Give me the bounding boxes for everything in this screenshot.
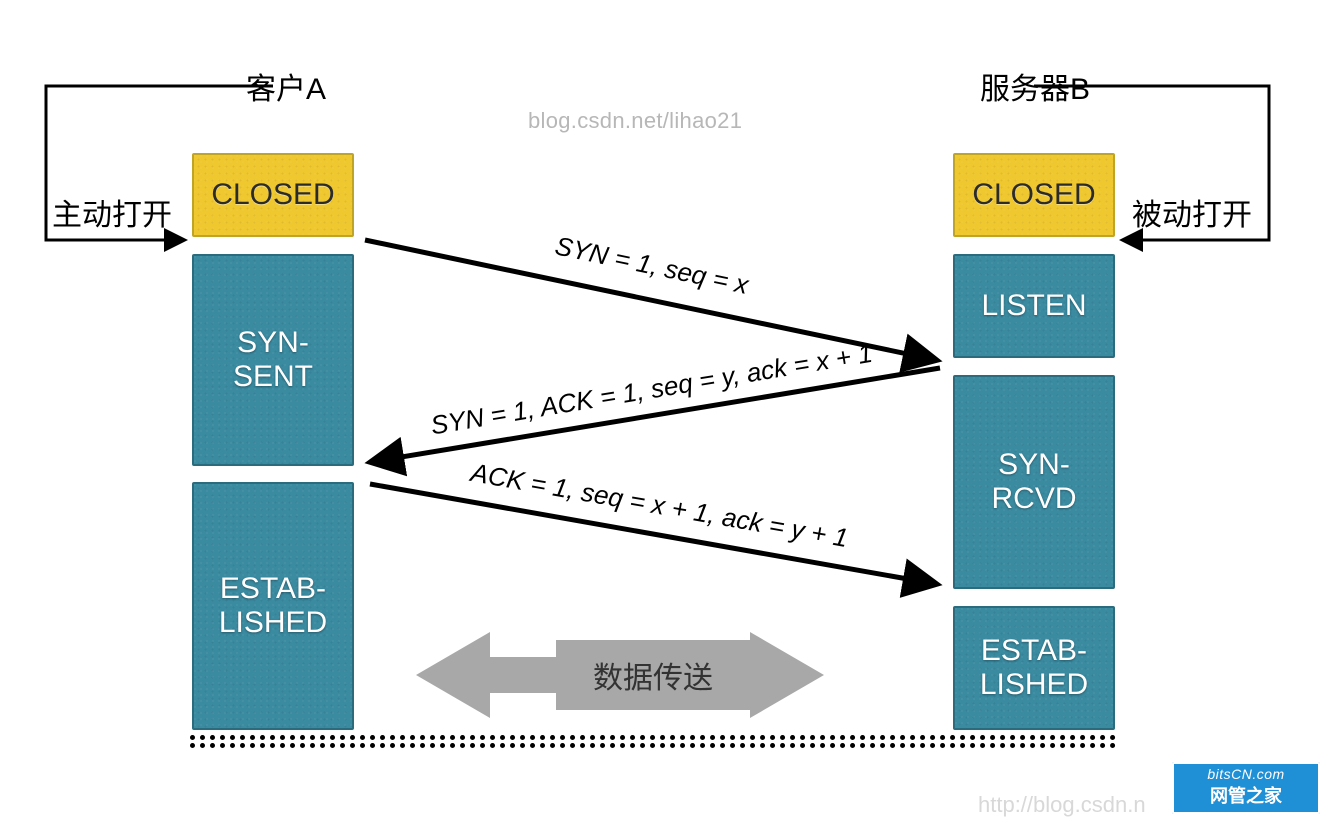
arrow-syn: SYN = 1, seq = x	[365, 230, 936, 360]
state-label: SYN- RCVD	[991, 448, 1076, 517]
data-transfer-label: 数据传送	[593, 662, 713, 695]
active-open-label: 主动打开	[52, 190, 172, 234]
client-header: 客户A	[246, 64, 326, 108]
watermark-bottom: http://blog.csdn.n	[978, 792, 1146, 818]
state-client-syn-sent: SYN- SENT	[192, 254, 354, 466]
arrow-ack: ACK = 1, seq = x + 1, ack = y + 1	[370, 457, 936, 584]
brand-cn: 网管之家	[1182, 782, 1310, 808]
brand-top: bitsCN.com	[1182, 766, 1310, 782]
data-transfer-arrow: 数据传送	[416, 632, 824, 718]
diagram-stage: 客户A 服务器B blog.csdn.net/lihao21 主动打开 被动打开…	[0, 0, 1326, 824]
state-server-closed: CLOSED	[953, 153, 1115, 237]
state-server-listen: LISTEN	[953, 254, 1115, 358]
state-label: SYN- SENT	[233, 326, 313, 395]
passive-open-label: 被动打开	[1132, 190, 1252, 234]
server-header: 服务器B	[980, 64, 1090, 108]
state-server-syn-rcvd: SYN- RCVD	[953, 375, 1115, 589]
state-client-closed: CLOSED	[192, 153, 354, 237]
watermark-center: blog.csdn.net/lihao21	[528, 108, 742, 134]
label-ack: ACK = 1, seq = x + 1, ack = y + 1	[467, 457, 851, 553]
state-label: ESTAB- LISHED	[980, 634, 1088, 703]
state-server-established: ESTAB- LISHED	[953, 606, 1115, 730]
label-synack: SYN = 1, ACK = 1, seq = y, ack = x + 1	[428, 338, 874, 441]
state-label: LISTEN	[981, 289, 1086, 324]
label-syn: SYN = 1, seq = x	[553, 230, 753, 300]
brand-badge: bitsCN.com 网管之家	[1172, 762, 1320, 814]
state-label: ESTAB- LISHED	[219, 572, 327, 641]
state-client-established: ESTAB- LISHED	[192, 482, 354, 730]
state-label: CLOSED	[211, 178, 334, 213]
arrow-synack: SYN = 1, ACK = 1, seq = y, ack = x + 1	[371, 338, 940, 462]
state-label: CLOSED	[972, 178, 1095, 213]
footer-dotted-divider	[190, 735, 1116, 748]
